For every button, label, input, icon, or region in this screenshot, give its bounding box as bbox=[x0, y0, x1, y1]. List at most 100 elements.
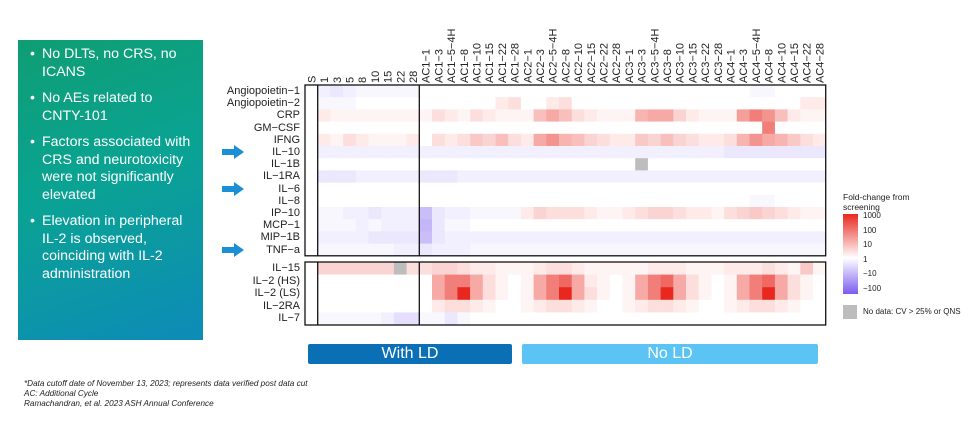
heatmap-top-cell bbox=[609, 121, 623, 135]
heatmap-top-cell bbox=[457, 231, 471, 244]
heatmap-top-cell bbox=[355, 85, 369, 98]
heatmap-bottom-cell bbox=[787, 287, 801, 301]
heatmap-top-cell bbox=[495, 231, 509, 244]
heatmap-top-cell bbox=[470, 243, 484, 257]
heatmap-top-cell bbox=[584, 97, 598, 110]
heatmap-bottom-cell bbox=[597, 299, 611, 313]
heatmap-top-cell bbox=[660, 243, 674, 257]
heatmap-top-cell bbox=[457, 158, 471, 171]
heatmap-bottom-cell bbox=[736, 287, 750, 301]
heatmap-top-cell bbox=[470, 158, 484, 171]
heatmap-top-cell bbox=[419, 170, 433, 183]
heatmap-top-cell bbox=[533, 182, 547, 196]
heatmap-top-cell bbox=[381, 219, 395, 232]
heatmap-top-cell bbox=[647, 158, 661, 171]
heatmap-bottom-cell bbox=[330, 274, 344, 288]
heatmap-top-cell bbox=[381, 194, 395, 208]
heatmap-bottom-cell bbox=[609, 262, 623, 275]
heatmap-top-cell bbox=[736, 243, 750, 257]
heatmap-top-cell bbox=[444, 231, 458, 244]
heatmap-top-cell bbox=[546, 158, 560, 171]
heatmap-bottom-cell bbox=[584, 262, 598, 275]
heatmap-top-cell bbox=[533, 109, 547, 122]
heatmap-bottom-cell bbox=[724, 299, 738, 313]
heatmap-bottom-cell bbox=[444, 262, 458, 275]
heatmap-top-cell bbox=[724, 97, 738, 110]
heatmap-top-cell bbox=[800, 97, 814, 110]
heatmap-top-cell bbox=[559, 133, 572, 147]
column-label: 10 bbox=[370, 71, 382, 83]
heatmap-top-cell bbox=[559, 97, 572, 110]
heatmap-bottom-cell bbox=[762, 262, 776, 275]
heatmap-top-cell bbox=[673, 243, 687, 257]
heatmap-top-cell bbox=[470, 146, 484, 159]
heatmap-top-cell bbox=[559, 219, 572, 232]
heatmap-top-cell bbox=[419, 194, 433, 208]
column-label: AC3−22 bbox=[700, 43, 712, 83]
heatmap-bottom-cell bbox=[584, 312, 598, 326]
heatmap-top-cell bbox=[368, 133, 382, 147]
heatmap-top-cell bbox=[800, 146, 814, 159]
heatmap-bottom-cell bbox=[698, 312, 712, 326]
heatmap-bottom-cell bbox=[597, 312, 611, 326]
heatmap-top-cell bbox=[774, 97, 788, 110]
heatmap-top-cell bbox=[698, 146, 712, 159]
heatmap-top-cell bbox=[622, 97, 636, 110]
heatmap-top-cell bbox=[571, 97, 585, 110]
heatmap-bottom-cell bbox=[457, 262, 471, 275]
heatmap-top-cell bbox=[647, 97, 661, 110]
heatmap-top-cell bbox=[736, 121, 750, 135]
heatmap-top-cell bbox=[317, 243, 331, 257]
heatmap-top-cell bbox=[622, 170, 636, 183]
heatmap-bottom-cell bbox=[355, 299, 369, 313]
heatmap-top-cell bbox=[432, 109, 445, 122]
heatmap-top-cell bbox=[419, 97, 433, 110]
heatmap-top-cell bbox=[597, 219, 611, 232]
heatmap-top-cell bbox=[330, 170, 344, 183]
heatmap-top-cell bbox=[762, 97, 776, 110]
row-label: TNF−a bbox=[266, 243, 300, 256]
heatmap-bottom-cell bbox=[660, 287, 674, 301]
heatmap-top-cell bbox=[762, 194, 776, 208]
heatmap-bottom-cell bbox=[343, 287, 357, 301]
heatmap-top-cell bbox=[736, 85, 750, 98]
heatmap-top-cell bbox=[584, 109, 598, 122]
heatmap-top-cell bbox=[813, 219, 826, 232]
heatmap-top-cell bbox=[724, 182, 738, 196]
heatmap-top-cell bbox=[800, 243, 814, 257]
heatmap-top-cell bbox=[317, 158, 331, 171]
heatmap-bottom-cell bbox=[444, 274, 458, 288]
heatmap-top-cell bbox=[647, 231, 661, 244]
heatmap-bottom-cell bbox=[419, 287, 433, 301]
heatmap-top-cell bbox=[343, 158, 357, 171]
heatmap-top-cell bbox=[647, 133, 661, 147]
heatmap-top-cell bbox=[482, 97, 496, 110]
heatmap-top-cell bbox=[432, 97, 445, 110]
heatmap-top-cell bbox=[597, 207, 611, 220]
summary-list: No DLTs, no CRS, no ICANS No AEs related… bbox=[28, 46, 193, 283]
heatmap-bottom-cell bbox=[559, 299, 572, 313]
heatmap-top-cell bbox=[660, 207, 674, 220]
heatmap-top-cell bbox=[381, 243, 395, 257]
column-label: AC1−1 bbox=[421, 49, 433, 83]
heatmap-bottom-cell bbox=[381, 299, 395, 313]
heatmap-bottom-cell bbox=[470, 262, 484, 275]
heatmap-top-cell bbox=[533, 243, 547, 257]
heatmap-top-cell bbox=[533, 121, 547, 135]
heatmap-bottom-cell bbox=[813, 299, 826, 313]
heatmap-top-cell bbox=[571, 121, 585, 135]
heatmap-top-cell bbox=[482, 243, 496, 257]
heatmap-top-cell bbox=[686, 146, 699, 159]
heatmap-bottom-cell bbox=[305, 312, 318, 326]
heatmap-top-cell bbox=[736, 231, 750, 244]
heatmap-top-cell bbox=[559, 207, 572, 220]
with-ld-bar: With LD bbox=[308, 344, 512, 364]
heatmap-bottom-cell bbox=[406, 299, 420, 313]
heatmap-top-cell bbox=[482, 170, 496, 183]
column-label: AC4−3 bbox=[738, 49, 750, 83]
heatmap-top-cell bbox=[686, 207, 699, 220]
heatmap-bottom-cell bbox=[444, 312, 458, 326]
heatmap-top-cell bbox=[584, 170, 598, 183]
heatmap-top-cell bbox=[406, 219, 420, 232]
heatmap-top-cell bbox=[470, 219, 484, 232]
